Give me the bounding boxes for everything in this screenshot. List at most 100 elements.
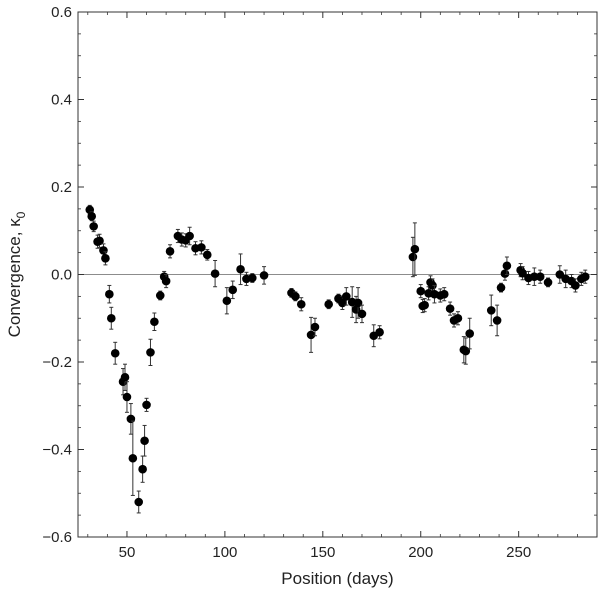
y-tick-label: −0.4 xyxy=(42,442,72,459)
data-point xyxy=(259,266,269,285)
point-marker xyxy=(146,348,155,357)
point-marker xyxy=(357,309,367,319)
point-marker xyxy=(375,327,384,337)
point-marker xyxy=(530,272,539,281)
x-axis-title: Position (days) xyxy=(281,569,393,588)
point-marker xyxy=(197,243,206,252)
point-marker xyxy=(101,254,110,263)
data-point xyxy=(461,337,471,365)
point-marker xyxy=(138,464,147,474)
x-tick-label: 50 xyxy=(119,544,136,561)
data-point xyxy=(110,341,120,365)
point-marker xyxy=(342,292,351,301)
point-marker xyxy=(410,244,420,254)
point-marker xyxy=(122,392,132,402)
point-marker xyxy=(228,285,238,295)
point-marker xyxy=(486,306,496,315)
data-point xyxy=(342,287,351,306)
y-axis-title-subscript: 0 xyxy=(14,211,28,218)
point-marker xyxy=(89,222,98,231)
point-marker xyxy=(502,261,512,271)
point-marker xyxy=(291,292,300,301)
y-tick-label: 0.6 xyxy=(51,4,72,21)
data-point xyxy=(134,490,144,514)
point-marker xyxy=(155,291,165,300)
y-tick-label: −0.2 xyxy=(42,354,72,371)
data-point xyxy=(296,297,306,312)
point-marker xyxy=(543,278,553,287)
data-point xyxy=(120,363,130,391)
point-marker xyxy=(580,272,590,281)
point-marker xyxy=(518,268,527,278)
point-marker xyxy=(416,286,426,296)
data-point xyxy=(161,274,171,289)
data-point xyxy=(122,381,132,413)
data-point xyxy=(375,325,384,340)
point-marker xyxy=(99,246,108,255)
point-marker xyxy=(408,252,418,262)
point-marker xyxy=(453,313,463,323)
y-tick-label: 0.4 xyxy=(51,92,72,109)
data-point xyxy=(101,251,110,266)
data-point xyxy=(502,256,512,275)
y-axis-title: Convergence, κ0 xyxy=(5,211,28,337)
point-marker xyxy=(500,269,510,278)
x-tick-label: 100 xyxy=(212,544,237,561)
point-marker xyxy=(310,322,320,332)
data-point xyxy=(496,282,506,293)
y-axis-ticks: −0.6 −0.4 −0.2 0.0 0.2 0.4 0.6 xyxy=(42,4,597,546)
point-marker xyxy=(535,272,545,281)
point-marker xyxy=(353,298,363,308)
point-marker xyxy=(571,281,580,290)
data-point xyxy=(202,249,212,261)
y-tick-label: 0.0 xyxy=(51,267,72,284)
point-marker xyxy=(210,269,220,278)
data-point xyxy=(291,291,300,302)
data-point xyxy=(95,233,104,248)
data-point xyxy=(324,299,333,310)
point-marker xyxy=(142,400,151,410)
data-point xyxy=(465,317,474,350)
data-point xyxy=(486,294,496,327)
point-marker xyxy=(202,250,212,260)
x-tick-label: 200 xyxy=(408,544,433,561)
point-marker xyxy=(161,276,171,286)
data-points xyxy=(85,204,590,514)
data-point xyxy=(140,424,149,457)
data-point xyxy=(105,284,114,304)
point-marker xyxy=(324,299,333,309)
data-point xyxy=(410,222,420,276)
data-point xyxy=(89,220,98,233)
data-point xyxy=(248,273,257,283)
point-marker xyxy=(134,497,144,507)
x-axis-ticks: 50 100 150 200 250 xyxy=(87,12,598,561)
y-tick-label: 0.2 xyxy=(51,179,72,196)
point-marker xyxy=(185,231,194,241)
data-point xyxy=(571,278,580,293)
data-point xyxy=(222,287,232,315)
data-point xyxy=(445,301,455,316)
data-point xyxy=(357,304,367,324)
data-point xyxy=(146,338,155,366)
point-marker xyxy=(461,346,471,356)
data-point xyxy=(236,253,245,286)
data-point xyxy=(416,284,426,299)
point-marker xyxy=(306,330,316,340)
point-marker xyxy=(555,270,565,279)
point-marker xyxy=(496,283,506,292)
point-marker xyxy=(296,299,306,309)
point-marker xyxy=(106,313,116,323)
point-marker xyxy=(420,300,429,310)
point-marker xyxy=(248,273,257,283)
point-marker xyxy=(126,414,136,424)
point-marker xyxy=(222,296,232,306)
point-marker xyxy=(439,289,449,299)
data-point xyxy=(128,420,138,496)
data-point xyxy=(126,403,136,435)
point-marker xyxy=(150,317,159,327)
data-point xyxy=(555,265,565,284)
data-point xyxy=(197,240,206,255)
point-marker xyxy=(492,316,502,325)
y-tick-label: −0.6 xyxy=(42,529,72,546)
data-point xyxy=(492,304,502,337)
